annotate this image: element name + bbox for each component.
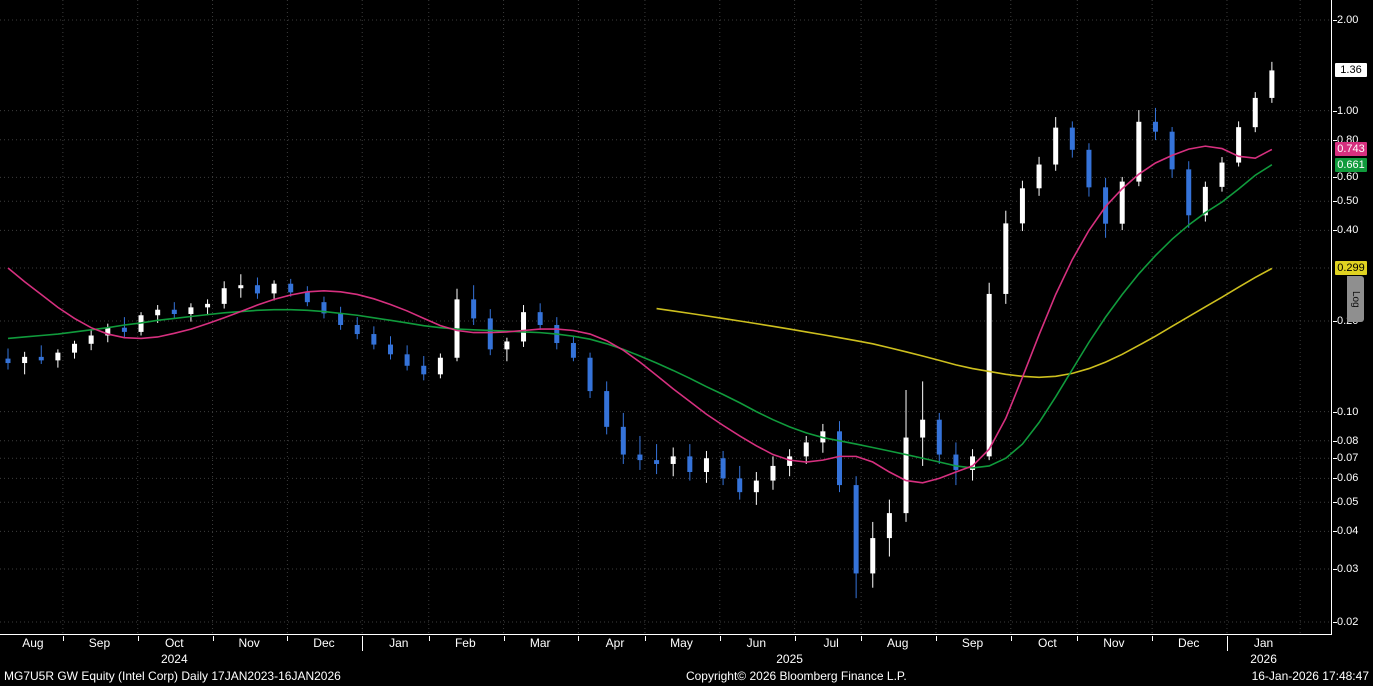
x-month-label: Jun (746, 636, 767, 650)
x-month-label: Feb (454, 636, 476, 650)
y-tick-label: 0.07 (1337, 452, 1359, 465)
ma1-price-badge: 0.743 (1335, 142, 1367, 157)
x-axis-tick (62, 636, 64, 641)
y-axis-tick (1333, 321, 1337, 322)
x-axis-tick (137, 636, 139, 641)
x-axis-tick (362, 636, 364, 651)
y-tick-label: 0.50 (1337, 195, 1359, 208)
y-axis-tick (1333, 440, 1337, 442)
y-axis-tick (1333, 201, 1337, 203)
y-axis-tick (1333, 110, 1337, 112)
copyright-text: Copyright© 2026 Bloomberg Finance L.P. (685, 669, 907, 683)
log-scale-tab[interactable]: Log (1347, 276, 1364, 322)
y-tick-label: 0.40 (1337, 224, 1359, 237)
y-axis-tick (1333, 568, 1337, 570)
x-axis-tick (1152, 636, 1154, 641)
y-axis-tick (1333, 531, 1337, 533)
security-description: MG7U5R GW Equity (Intel Corp) Daily 17JA… (4, 669, 341, 683)
chart-plot-area[interactable] (0, 0, 1332, 635)
y-tick-label: 2.00 (1337, 14, 1359, 26)
x-month-label: Dec (313, 636, 335, 650)
x-axis-tick (428, 636, 430, 641)
x-axis-tick (794, 636, 796, 641)
y-axis-tick (1333, 20, 1337, 21)
x-month-label: Oct (164, 636, 184, 650)
y-axis-tick (1333, 411, 1337, 413)
x-month-label: Nov (1103, 636, 1125, 650)
y-axis-tick (1333, 458, 1337, 460)
x-month-label: Nov (238, 636, 260, 650)
x-month-label: Jan (389, 636, 409, 650)
x-year-label: 2024 (160, 652, 188, 666)
moving-average-mid (7, 164, 1273, 469)
last-price-badge: 1.36 (1335, 63, 1367, 78)
x-axis-tick (503, 636, 505, 641)
x-axis-tick (1010, 636, 1012, 641)
x-year-label: 2025 (776, 652, 803, 666)
status-bar: MG7U5R GW Equity (Intel Corp) Daily 17JA… (0, 667, 1373, 686)
x-axis-tick (1226, 636, 1228, 651)
y-tick-label: 0.02 (1337, 616, 1359, 628)
ma2-price-badge: 0.661 (1335, 157, 1367, 172)
x-month-label: Dec (1178, 636, 1200, 650)
moving-average-slow (656, 267, 1273, 379)
y-tick-label: 0.60 (1337, 171, 1359, 184)
x-month-label: Mar (529, 636, 551, 650)
y-axis-tick (1333, 177, 1337, 179)
y-axis-tick (1333, 478, 1337, 480)
x-axis-years: 2024 2025 2026 (0, 652, 1332, 667)
x-axis-tick (644, 636, 646, 641)
x-year-label: 2026 (1250, 652, 1277, 666)
x-month-label: Jan (1253, 636, 1274, 650)
x-axis-tick (578, 636, 580, 641)
y-axis: 2.001.000.800.600.500.400.200.100.080.07… (1333, 0, 1373, 635)
x-month-label: Oct (1038, 636, 1057, 650)
x-axis-tick (287, 636, 289, 641)
timestamp: 16-Jan-2026 17:48:47 (1251, 669, 1369, 683)
y-axis-tick (1333, 622, 1337, 623)
y-axis-tick (1333, 230, 1337, 232)
y-tick-label: 0.03 (1337, 562, 1359, 575)
y-tick-label: 0.10 (1337, 405, 1359, 418)
x-month-label: Apr (605, 636, 625, 650)
x-month-label: Aug (22, 636, 44, 650)
y-tick-label: 0.04 (1337, 525, 1359, 538)
x-axis-tick (935, 636, 937, 641)
y-tick-label: 0.06 (1337, 472, 1359, 485)
x-axis-tick (861, 636, 863, 641)
moving-average-fast (7, 145, 1273, 484)
x-month-label: Jul (823, 636, 839, 650)
x-axis-tick (212, 636, 214, 641)
y-tick-label: 0.05 (1337, 496, 1359, 509)
x-month-label: Sep (88, 636, 111, 650)
ma3-price-badge: 0.299 (1335, 261, 1367, 276)
y-tick-label: 1.00 (1337, 104, 1359, 117)
y-tick-label: 0.08 (1337, 434, 1359, 447)
price-chart-canvas[interactable] (0, 0, 1331, 634)
x-axis-tick (719, 636, 721, 641)
y-axis-tick (1333, 502, 1337, 504)
x-axis-tick (1077, 636, 1079, 641)
x-month-label: May (670, 636, 693, 650)
x-month-label: Aug (887, 636, 909, 650)
y-axis-tick (1333, 139, 1337, 141)
x-month-label: Sep (961, 636, 984, 650)
x-axis-months: Aug Sep Oct Nov Dec Jan Feb Mar Apr May Jun Jul Aug S… (0, 636, 1332, 652)
